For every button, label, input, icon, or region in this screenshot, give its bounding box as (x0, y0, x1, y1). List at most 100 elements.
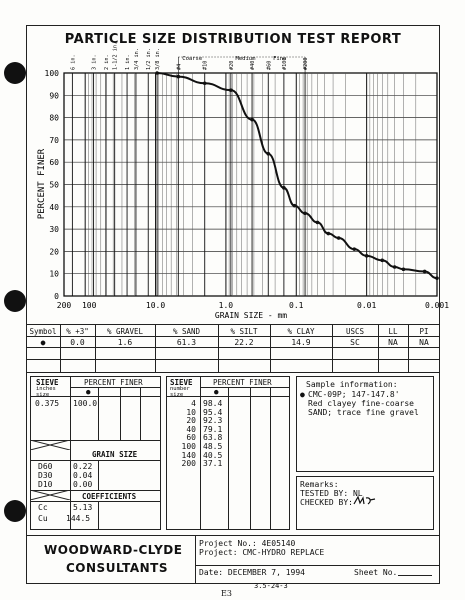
summary-cell: 14.9 (291, 338, 311, 347)
sand-label: Fine (273, 56, 286, 62)
x-tick-label: 200 (57, 301, 72, 310)
summary-header-rule (26, 336, 440, 337)
summary-cell: 22.2 (234, 338, 254, 347)
x-tick-label: 10.0 (146, 301, 165, 310)
sand-label: Medium (236, 56, 257, 62)
data-point (176, 74, 181, 79)
summary-header: USCS (345, 327, 365, 336)
d60-value: 0.22 (73, 462, 93, 471)
data-point (435, 276, 439, 280)
x-tick-label: 0.01 (357, 301, 376, 310)
sheet-number: Sheet No. (354, 568, 398, 577)
sieve-number-finer: 48.5 (203, 442, 223, 451)
sample-info-box (296, 376, 434, 472)
percent-finer-header: PERCENT FINER (84, 378, 143, 387)
x-tick-label: 0.001 (425, 301, 449, 310)
sieve-number-size: 200 (181, 459, 196, 469)
sieve-label: #4 (176, 64, 182, 70)
grain-size-chart: 6 in. 3 in. 2 in. 1-1/2 in. 1 in. 3/4 in. 1/2 … (37, 42, 449, 320)
y-tick-label: 60 (49, 158, 59, 167)
sieve-header: SIEVE (36, 378, 59, 387)
sieve-number-finer: 40.5 (203, 450, 223, 460)
grain-size-header: GRAIN SIZE (92, 450, 138, 459)
data-point (401, 267, 406, 272)
sieve-header: SIEVE (170, 378, 193, 387)
summary-cell: 1.6 (117, 338, 133, 347)
data-point (352, 247, 357, 251)
company-name-line2: CONSULTANTS (66, 561, 169, 575)
summary-column-rule (218, 324, 219, 372)
y-tick-label: 20 (49, 247, 59, 256)
summary-bottom-rule (26, 372, 440, 373)
summary-column-rule (95, 324, 96, 372)
summary-cell: 61.3 (176, 338, 197, 347)
summary-cell: NA (419, 338, 429, 347)
gradation-curve (157, 72, 438, 280)
sieve-number-size: 60 (186, 433, 196, 443)
x-tick-label: 1.0 (219, 301, 234, 310)
summary-column-rule (378, 324, 379, 372)
cu-value: 144.5 (66, 514, 91, 523)
report-title: PARTICLE SIZE DISTRIBUTION TEST REPORT (64, 32, 402, 47)
summary-header: % SILT (230, 327, 258, 336)
company-name-line1: WOODWARD-CLYDE (44, 543, 183, 557)
summary-column-rule (270, 324, 271, 372)
summary-cell: SC (350, 338, 360, 347)
y-tick-labels: 0 10 20 30 40 50 60 70 80 90 100 (45, 69, 60, 301)
checked-by: CHECKED BY: (300, 498, 353, 507)
y-tick-label: 100 (45, 69, 60, 78)
summary-column-rule (332, 324, 333, 372)
sieve-labels: 6 in. 3 in. 2 in. 1-1/2 in. 1 in. 3/4 in. 1/2 … (70, 42, 309, 70)
y-tick-label: 90 (49, 91, 59, 100)
d10-value: 0.00 (73, 480, 93, 489)
y-tick-label: 70 (49, 136, 59, 145)
sieve-number-table (166, 376, 290, 530)
sieve-number-size: 4 (191, 399, 196, 408)
summary-header: % +3" (66, 327, 89, 336)
sieve-inches-finer: 100.0 (73, 399, 98, 408)
sieve-label: 3/4 in. (134, 48, 140, 70)
summary-top-rule (26, 324, 440, 325)
sieve-label: 3 in. (92, 54, 98, 70)
sieve-label: #60 (266, 61, 272, 70)
cc-value: 5.13 (73, 503, 93, 512)
data-point (229, 88, 233, 92)
data-point (392, 265, 397, 269)
sieve-number-finer: 98.4 (203, 399, 223, 408)
sample-info-symbol: ● (300, 390, 305, 399)
d60-label: D60 (38, 462, 53, 471)
punch-hole (4, 62, 26, 84)
sieve-number-finer: 63.8 (203, 433, 223, 443)
sieve-number-size: 100 (181, 442, 196, 451)
remarks-heading: Remarks: (300, 480, 339, 489)
data-point (292, 203, 297, 208)
percent-finer-header: PERCENT FINER (213, 378, 272, 387)
summary-header: Symbol (29, 327, 57, 336)
y-axis-label: PERCENT FINER (37, 148, 47, 219)
legend-symbol: ● (86, 387, 91, 396)
sieve-number-size: 40 (186, 424, 196, 434)
sieve-sub-header: number size (170, 386, 190, 398)
sieve-label: #10 (203, 61, 209, 70)
sieve-label: #200 (303, 58, 309, 71)
sample-info-line1: CMC-09P; 147-147.8' (308, 390, 400, 399)
sieve-number-size: 10 (186, 407, 196, 417)
sieve-label: #20 (229, 61, 235, 70)
cross-mark (30, 440, 70, 450)
punch-hole (4, 500, 26, 522)
d30-label: D30 (38, 471, 53, 480)
sieve-inches-size: 0.375 (35, 399, 60, 408)
x-axis-label: GRAIN SIZE - mm (215, 311, 287, 320)
project-number: Project No.: 4E05140 (199, 539, 296, 548)
data-point (202, 81, 207, 86)
cross-mark (30, 490, 70, 500)
x-tick-label: 100 (82, 301, 97, 310)
data-point (380, 258, 385, 263)
sample-info-line3: SAND; trace fine gravel (308, 408, 419, 417)
chart-grid (63, 56, 438, 297)
data-point (336, 236, 341, 240)
sieve-label: 3/8 in. (155, 48, 161, 70)
d10-label: D10 (38, 480, 53, 489)
y-tick-label: 10 (49, 270, 59, 279)
